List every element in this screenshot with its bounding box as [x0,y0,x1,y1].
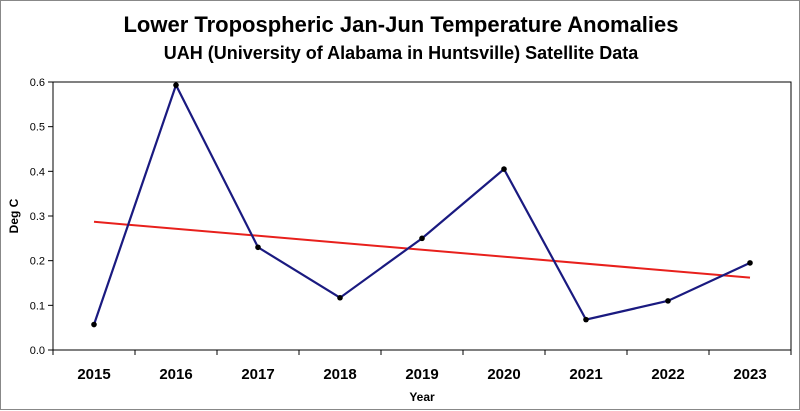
x-tick-label: 2018 [323,366,356,383]
x-tick-label: 2019 [405,366,438,383]
data-point [91,321,97,328]
x-axis-label: Year [409,390,435,404]
y-axis-label: Deg C [7,198,21,233]
y-tick-label: 0.1 [30,300,45,312]
x-tick-label: 2022 [651,366,684,383]
data-point [419,235,425,242]
data-point [501,166,507,172]
data-point [583,316,589,323]
data-point [337,294,343,301]
x-tick-label: 2015 [77,366,110,383]
chart-subtitle: UAH (University of Alabama in Huntsville… [164,43,639,63]
y-tick-label: 0.6 [30,77,45,89]
y-tick-label: 0.3 [30,211,45,223]
y-tick-label: 0.0 [30,345,45,357]
y-tick-label: 0.4 [30,166,45,178]
x-axis: 2015 2016 2017 2018 2019 2020 2021 2022 2023 [52,350,792,383]
y-tick-label: 0.5 [30,122,45,134]
data-point [173,82,179,88]
chart-title: Lower Tropospheric Jan-Jun Temperature A… [123,12,678,37]
y-axis: 0.0 0.1 0.2 0.3 0.4 0.5 0.6 [30,77,53,357]
x-tick-label: 2016 [159,366,192,383]
series-markers [91,82,753,328]
trend-line [93,220,751,279]
plot-area [52,81,792,351]
x-tick-label: 2017 [241,366,274,383]
y-tick-label: 0.2 [30,256,45,268]
data-point [665,298,671,304]
x-tick-label: 2020 [487,366,520,383]
data-point [255,244,261,251]
data-point [747,260,753,266]
x-tick-label: 2021 [569,366,602,383]
x-tick-label: 2023 [733,366,766,383]
